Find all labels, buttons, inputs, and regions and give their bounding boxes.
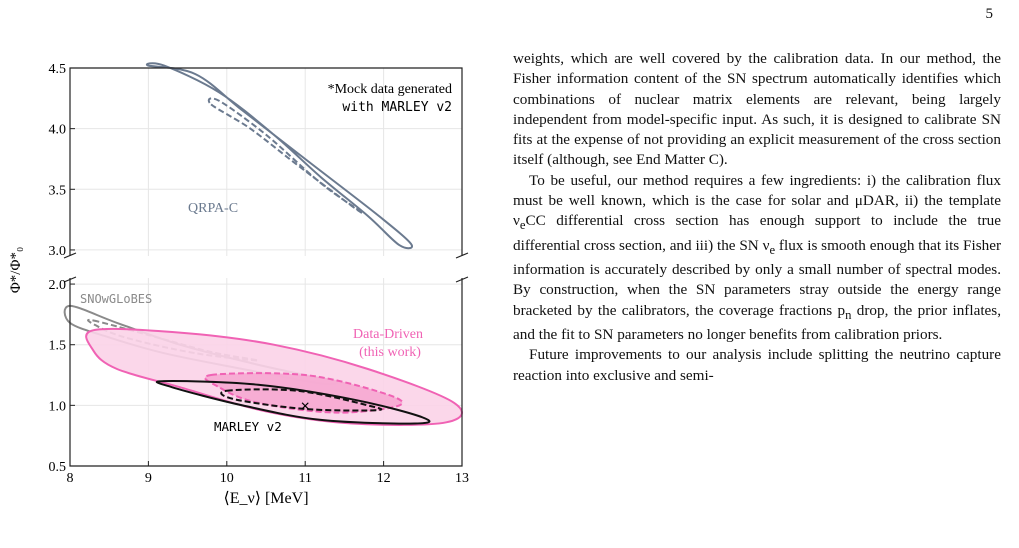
bottom-panel-frame <box>69 278 463 467</box>
label-marley: MARLEY v2 <box>214 419 282 434</box>
paragraph-2: To be useful, our method requires a few … <box>513 171 1001 345</box>
y-tick-label: 4.5 <box>49 62 67 77</box>
x-tick-label: 9 <box>145 471 152 486</box>
marley-v2-inner-contour <box>220 388 383 412</box>
y-tick-label: 3.5 <box>49 183 67 198</box>
x-tick-label: 11 <box>298 471 311 486</box>
p2-sub-c: n <box>845 307 852 322</box>
p2-sub-b: e <box>769 242 776 257</box>
y-tick-label: 2.0 <box>49 278 67 293</box>
label-data-driven-line2: (this work) <box>359 345 421 360</box>
contour-figure: 8 9 10 11 12 13 3.0 3.5 4.0 4.5 0.5 1.0 1.5 2.0 Φ*/Φ*… <box>8 62 470 507</box>
p2-part-d: drop, the prior inflates, and the fit to… <box>513 301 1001 343</box>
y-tick-label: 0.5 <box>49 460 67 475</box>
y-axis-label: Φ*/Φ*₀ <box>8 247 24 293</box>
text-column: weights, which are well covered by the c… <box>513 49 1001 386</box>
y-tick-label: 4.0 <box>49 123 67 138</box>
marley-v2-outer-contour <box>155 380 431 425</box>
page-number: 5 <box>985 6 994 22</box>
axis-break-left <box>63 252 77 283</box>
x-tick-label: 10 <box>220 471 234 486</box>
label-snowglobes: SNOwGLoBES <box>80 292 152 306</box>
true-value-marker: × <box>300 396 310 415</box>
axis-break-marks <box>63 252 469 283</box>
label-data-driven-line1: Data-Driven <box>353 327 423 342</box>
label-qrpa: QRPA-C <box>188 201 238 216</box>
x-tick-label: 13 <box>455 471 469 486</box>
y-tick-label: 1.0 <box>49 399 67 414</box>
qrpa-c-inner-contour <box>207 97 364 215</box>
paragraph-1: weights, which are well covered by the c… <box>513 50 1001 169</box>
axis-ticks: 8 9 10 11 12 13 3.0 3.5 4.0 4.5 0.5 1.0 1.5 2.0 <box>49 62 470 486</box>
y-tick-label: 3.0 <box>49 244 67 259</box>
mock-note-line1: *Mock data generated <box>328 82 452 97</box>
axes-frames <box>69 67 463 467</box>
p2-part-b: CC differential cross section has enough… <box>513 212 1001 254</box>
x-tick-label: 8 <box>67 471 74 486</box>
x-axis-label: ⟨E_ν⟩ [MeV] <box>223 490 308 507</box>
p2-part-c: flux is smooth enough that its Fisher in… <box>513 236 1002 319</box>
y-tick-label: 1.5 <box>49 339 67 354</box>
contour-layer <box>63 62 463 426</box>
p2-part-a: To be useful, our method requires a few … <box>513 171 1001 230</box>
paragraph-3: Future improvements to our analysis incl… <box>513 346 1001 384</box>
mock-note-line2: with MARLEY v2 <box>342 100 452 115</box>
top-panel-frame <box>69 67 463 256</box>
axis-break-right <box>455 252 469 283</box>
qrpa-c-outer-contour <box>146 62 413 250</box>
x-tick-label: 12 <box>377 471 391 486</box>
p2-sub-a: e <box>519 218 526 233</box>
